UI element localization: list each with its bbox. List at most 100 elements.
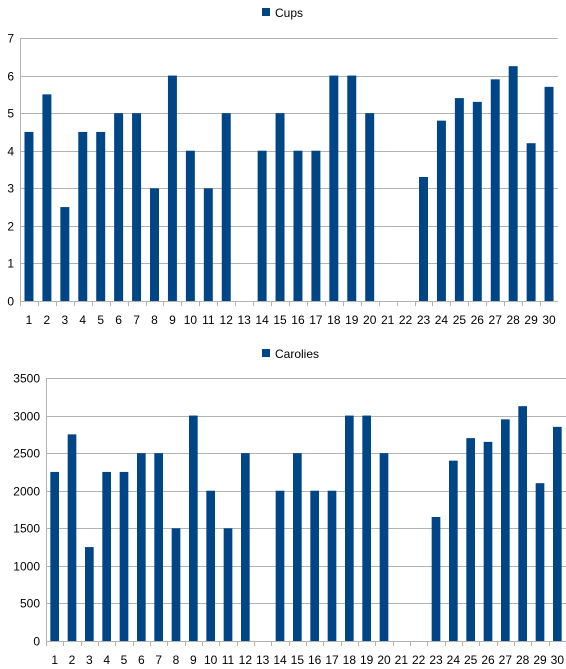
carolies-y-tick-label: 1000 [13,560,40,574]
cups-bar [78,131,88,301]
cups-y-tick-label: 2 [7,220,14,234]
cups-bar [544,86,554,301]
cups-x-tick-label: 2 [44,313,51,327]
cups-bar [203,188,213,301]
cups-axes [20,38,541,306]
cups-x-tick-label: 7 [133,313,140,327]
carolies-y-tick-label: 2500 [13,447,40,461]
carolies-x-tick-label: 7 [155,653,162,667]
cups-bar [311,150,321,301]
carolies-x-tick-label: 9 [190,653,197,667]
carolies-x-tick-label: 18 [343,653,357,667]
carolies-y-tick-label: 2000 [13,485,40,499]
cups-bar [436,120,446,301]
cups-y-tick-label: 7 [7,32,14,46]
cups-y-tick-labels: 0 1 2 3 4 5 6 7 [7,32,14,309]
carolies-x-tick-label: 14 [273,653,287,667]
cups-x-tick-label: 14 [255,313,269,327]
carolies-y-tick-label: 3500 [13,372,40,386]
cups-x-tick-label: 3 [61,313,68,327]
cups-bar [114,113,124,301]
cups-x-tick-label: 22 [399,313,413,327]
cups-x-tick-label: 12 [220,313,234,327]
cups-bar [42,94,52,301]
cups-legend-swatch [262,8,270,16]
cups-bar [150,188,159,301]
cups-bar [257,150,267,301]
carolies-y-tick-label: 3000 [13,410,40,424]
carolies-bar [501,419,510,641]
carolies-bar [171,528,181,641]
carolies-x-tick-label: 29 [533,653,547,667]
cups-y-tick-label: 1 [7,257,14,271]
carolies-bar [345,415,354,641]
cups-bar [185,150,195,301]
cups-x-tick-label: 16 [291,313,305,327]
carolies-x-tick-label: 1 [51,653,58,667]
carolies-x-tick-label: 4 [103,653,110,667]
cups-x-tick-label: 13 [237,313,251,327]
carolies-bar [553,426,562,641]
cups-x-tick-label: 18 [327,313,341,327]
carolies-x-tick-label: 20 [377,653,391,667]
carolies-bar [466,438,475,641]
carolies-x-tick-label: 12 [239,653,253,667]
carolies-bar [137,453,146,641]
cups-bar [329,75,339,301]
cups-x-tick-label: 4 [79,313,86,327]
carolies-x-tick-label: 22 [412,653,426,667]
carolies-bar [362,415,371,641]
carolies-bar [535,483,545,641]
cups-x-tick-label: 25 [453,313,467,327]
cups-x-tick-label: 21 [381,313,395,327]
carolies-bar [483,441,493,641]
carolies-bar [431,517,441,641]
cups-x-tick-label: 5 [97,313,104,327]
cups-bar [96,131,106,301]
carolies-x-tick-label: 26 [481,653,495,667]
carolies-x-tick-label: 16 [308,653,322,667]
cups-x-tick-label: 10 [184,313,198,327]
cups-bar [132,113,142,301]
carolies-x-tick-label: 11 [222,653,235,667]
cups-x-tick-label: 28 [506,313,520,327]
cups-x-tick-label: 23 [417,313,431,327]
cups-bar [293,150,303,301]
cups-y-tick-label: 0 [7,295,14,309]
cups-bar [347,75,357,301]
cups-bar [454,98,464,301]
carolies-x-tick-label: 10 [204,653,218,667]
cups-bar [490,79,500,301]
cups-x-tick-label: 17 [309,313,323,327]
cups-x-tick-label: 8 [151,313,158,327]
cups-bar [24,131,34,301]
carolies-x-tick-label: 24 [447,653,461,667]
carolies-bar [275,490,285,641]
carolies-x-tick-labels: 1 2 3 4 5 6 7 8 9 10 11 12 13 14 15 16 17 18 19 20 21 22 23 24 2… [51,653,564,667]
cups-bar [167,75,177,301]
carolies-bar [327,490,337,641]
carolies-bar [241,453,250,641]
cups-y-tick-label: 6 [7,70,14,84]
carolies-x-tick-label: 8 [173,653,180,667]
cups-bar [60,207,70,301]
cups-legend-label: Cups [275,6,303,20]
cups-x-tick-labels: 1 2 3 4 5 6 7 8 9 10 11 12 13 14 15 16 17 18 19 20 21 22 23 24 2… [26,313,556,327]
carolies-y-tick-label: 500 [20,597,40,611]
carolies-x-tick-label: 2 [69,653,76,667]
cups-bar [275,113,285,301]
cups-bars [24,66,554,302]
carolies-bar [310,490,319,641]
carolies-bar [379,453,389,641]
carolies-axes [46,378,550,646]
cups-gridlines [20,38,558,302]
cups-x-tick-label: 26 [471,313,485,327]
cups-y-tick-label: 3 [7,182,14,196]
cups-x-tick-label: 19 [345,313,359,327]
carolies-bar [223,528,233,641]
carolies-bar [518,406,527,641]
carolies-legend-label: Carolies [275,347,319,361]
